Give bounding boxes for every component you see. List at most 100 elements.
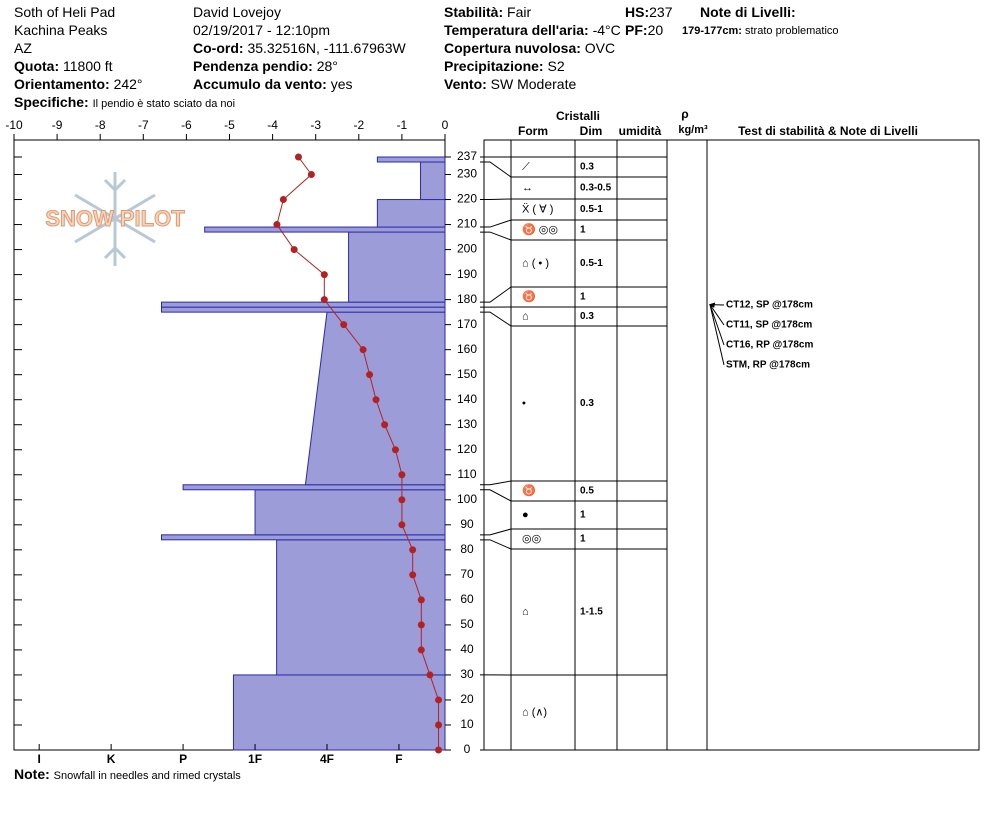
temperature-point bbox=[398, 471, 406, 479]
x-tick-label: -3 bbox=[310, 118, 321, 132]
grain-size: 0.5 bbox=[580, 486, 594, 497]
hardness-layer bbox=[276, 539, 446, 676]
label: PF: bbox=[625, 22, 648, 38]
grain-form: • bbox=[522, 397, 526, 409]
hardness-layer bbox=[161, 534, 446, 541]
x-tick-label: -10 bbox=[5, 118, 23, 132]
temperature-point bbox=[398, 521, 406, 529]
value: -4°C bbox=[592, 22, 621, 38]
hardness-tick-label: P bbox=[179, 752, 187, 766]
value: 11800 ft bbox=[63, 58, 113, 74]
hardness-layer bbox=[420, 161, 446, 201]
grain-form: ↔ bbox=[522, 182, 533, 194]
grain-size: 0.5-1 bbox=[580, 204, 603, 215]
label: Pendenza pendio: bbox=[193, 58, 313, 74]
stability-test: STM, RP @178cm bbox=[726, 360, 810, 371]
layer-connector bbox=[480, 286, 512, 303]
stability-test: CT11, SP @178cm bbox=[726, 320, 812, 331]
temperature-point bbox=[417, 621, 425, 629]
y-tick-label: 150 bbox=[457, 367, 477, 381]
coords: Co-ord: 35.32516N, -111.67963W bbox=[193, 40, 406, 56]
layer-connector bbox=[480, 231, 512, 241]
grain-form: ♉ bbox=[522, 290, 536, 303]
x-tick-label: -1 bbox=[397, 118, 408, 132]
precip: Precipitazione: S2 bbox=[444, 58, 565, 74]
table-columns bbox=[510, 140, 708, 750]
layer-connector bbox=[480, 311, 512, 327]
grain-size: 1-1.5 bbox=[580, 607, 603, 618]
label: Copertura nuvolosa: bbox=[444, 40, 581, 56]
grain-size: 0.3-0.5 bbox=[580, 183, 612, 194]
grain-size: 1 bbox=[580, 534, 586, 545]
y-tick-label: 80 bbox=[460, 542, 474, 556]
hardness-layer bbox=[161, 306, 446, 313]
temperature-point bbox=[320, 271, 328, 279]
specifics: Specifiche: Il pendio è stato sciato da … bbox=[14, 94, 235, 112]
layer-note: 179-177cm: strato problematico bbox=[682, 23, 839, 39]
test-arrow bbox=[709, 304, 725, 366]
observer: David Lovejoy bbox=[193, 4, 281, 20]
hardness-tick-label: K bbox=[107, 752, 116, 766]
x-tick-label: -8 bbox=[95, 118, 106, 132]
temperature-point bbox=[307, 171, 315, 179]
stability-test: CT12, SP @178cm bbox=[726, 300, 813, 311]
y-tick-label: 70 bbox=[460, 567, 474, 581]
value: Il pendio è stato sciato da noi bbox=[92, 98, 236, 110]
temperature-point bbox=[435, 746, 443, 754]
label: Temperatura dell'aria: bbox=[444, 22, 589, 38]
y-tick-label: 60 bbox=[460, 592, 474, 606]
hardness-layer bbox=[182, 484, 446, 491]
layer-connector bbox=[480, 198, 512, 201]
y-tick-label: 50 bbox=[460, 617, 474, 631]
header-cell: Form bbox=[518, 124, 548, 138]
x-tick-label: 0 bbox=[442, 118, 449, 132]
table-frame bbox=[483, 139, 980, 751]
header-cell: umidità bbox=[619, 124, 662, 138]
pf: PF:20 bbox=[625, 22, 664, 38]
hs: HS:237 bbox=[625, 4, 672, 20]
y-tick-label: 90 bbox=[460, 517, 474, 531]
temperature-point bbox=[398, 496, 406, 504]
wind: Vento: SW Moderate bbox=[444, 76, 576, 92]
grain-size: 0.5-1 bbox=[580, 258, 603, 269]
note: Note: Snowfall in needles and rimed crys… bbox=[14, 766, 241, 784]
temperature-point bbox=[409, 546, 417, 554]
layer-connector bbox=[480, 161, 512, 178]
stability: Stabilità: Fair bbox=[444, 4, 531, 20]
label: Note: bbox=[14, 766, 50, 782]
temperature-point bbox=[417, 596, 425, 604]
grain-form: Ẍ ( ∀ ) bbox=[522, 203, 553, 215]
value: 20 bbox=[647, 22, 664, 38]
label: Vento: bbox=[444, 76, 487, 92]
grain-size: 1 bbox=[580, 225, 586, 236]
hardness-layer bbox=[348, 231, 446, 303]
temperature-point bbox=[279, 196, 287, 204]
y-tick-label: 30 bbox=[460, 667, 474, 681]
grain-size: 0.3 bbox=[580, 398, 594, 409]
grain-form: ⌂ bbox=[522, 606, 529, 618]
grain-form: ● bbox=[522, 509, 529, 521]
y-tick-label: 190 bbox=[457, 267, 477, 281]
hardness-tick-label: F bbox=[395, 752, 402, 766]
y-tick-label: 180 bbox=[457, 292, 477, 306]
value: strato problematico bbox=[745, 25, 839, 37]
range: Kachina Peaks bbox=[14, 22, 108, 38]
wind-loading: Accumulo da vento: yes bbox=[193, 76, 352, 92]
layer-connector bbox=[480, 528, 512, 536]
value: 237 bbox=[649, 4, 673, 20]
label: Accumulo da vento: bbox=[193, 76, 327, 92]
temperature-point bbox=[435, 696, 443, 704]
label: 179-177cm: bbox=[682, 25, 742, 37]
y-tick-label: 40 bbox=[460, 642, 474, 656]
label: Precipitazione: bbox=[444, 58, 544, 74]
x-tick-label: -6 bbox=[181, 118, 192, 132]
hardness-layer bbox=[161, 301, 446, 308]
temperature-point bbox=[381, 421, 389, 429]
y-tick-label: 120 bbox=[457, 442, 477, 456]
y-tick-label: 237 bbox=[457, 149, 477, 163]
y-tick-label: 170 bbox=[457, 317, 477, 331]
temperature-point bbox=[359, 346, 367, 354]
label: Specifiche: bbox=[14, 94, 89, 110]
logo: SNOW PILOT bbox=[45, 206, 185, 231]
